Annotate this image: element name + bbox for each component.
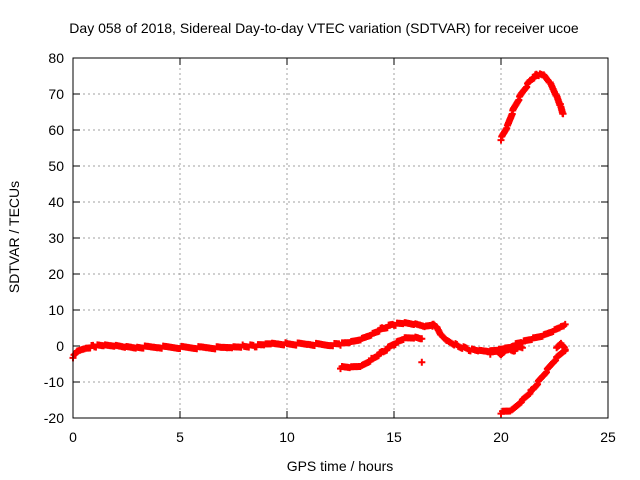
y-axis-title: SDTVAR / TECUs (6, 181, 22, 293)
data-point-track-arc (559, 110, 567, 118)
y-tick-label: 50 (48, 158, 64, 174)
y-tick-label: 20 (48, 266, 64, 282)
x-tick-label: 5 (176, 429, 184, 445)
y-tick-label: 60 (48, 122, 64, 138)
y-tick-label: 80 (48, 50, 64, 66)
data-points (69, 70, 569, 418)
data-point-track-lower (418, 335, 426, 343)
data-point-track-short (554, 343, 562, 351)
x-axis-title: GPS time / hours (287, 458, 394, 474)
y-tick-label: 30 (48, 230, 64, 246)
data-point-outliers (223, 344, 231, 352)
data-point-outliers (418, 358, 426, 366)
data-point-track-short (553, 344, 561, 352)
data-point-track-late (561, 320, 569, 328)
x-tick-label: 15 (386, 429, 402, 445)
x-tick-label: 20 (493, 429, 509, 445)
y-tick-label: 10 (48, 302, 64, 318)
y-tick-label: 0 (56, 338, 64, 354)
y-tick-label: -20 (44, 410, 64, 426)
y-tick-label: 70 (48, 86, 64, 102)
chart-title: Day 058 of 2018, Sidereal Day-to-day VTE… (69, 20, 579, 36)
plot-frame (72, 57, 609, 419)
axes: -20 -10 0 10 20 30 40 50 60 70 80 0 5 10 15 20 25 (44, 50, 616, 445)
x-tick-label: 25 (600, 429, 616, 445)
x-tick-label: 0 (69, 429, 77, 445)
y-tick-label: -10 (44, 374, 64, 390)
data-point-track-cluster-20 (518, 344, 526, 352)
data-point-outliers (429, 322, 437, 330)
x-tick-label: 10 (279, 429, 295, 445)
y-tick-label: 40 (48, 194, 64, 210)
